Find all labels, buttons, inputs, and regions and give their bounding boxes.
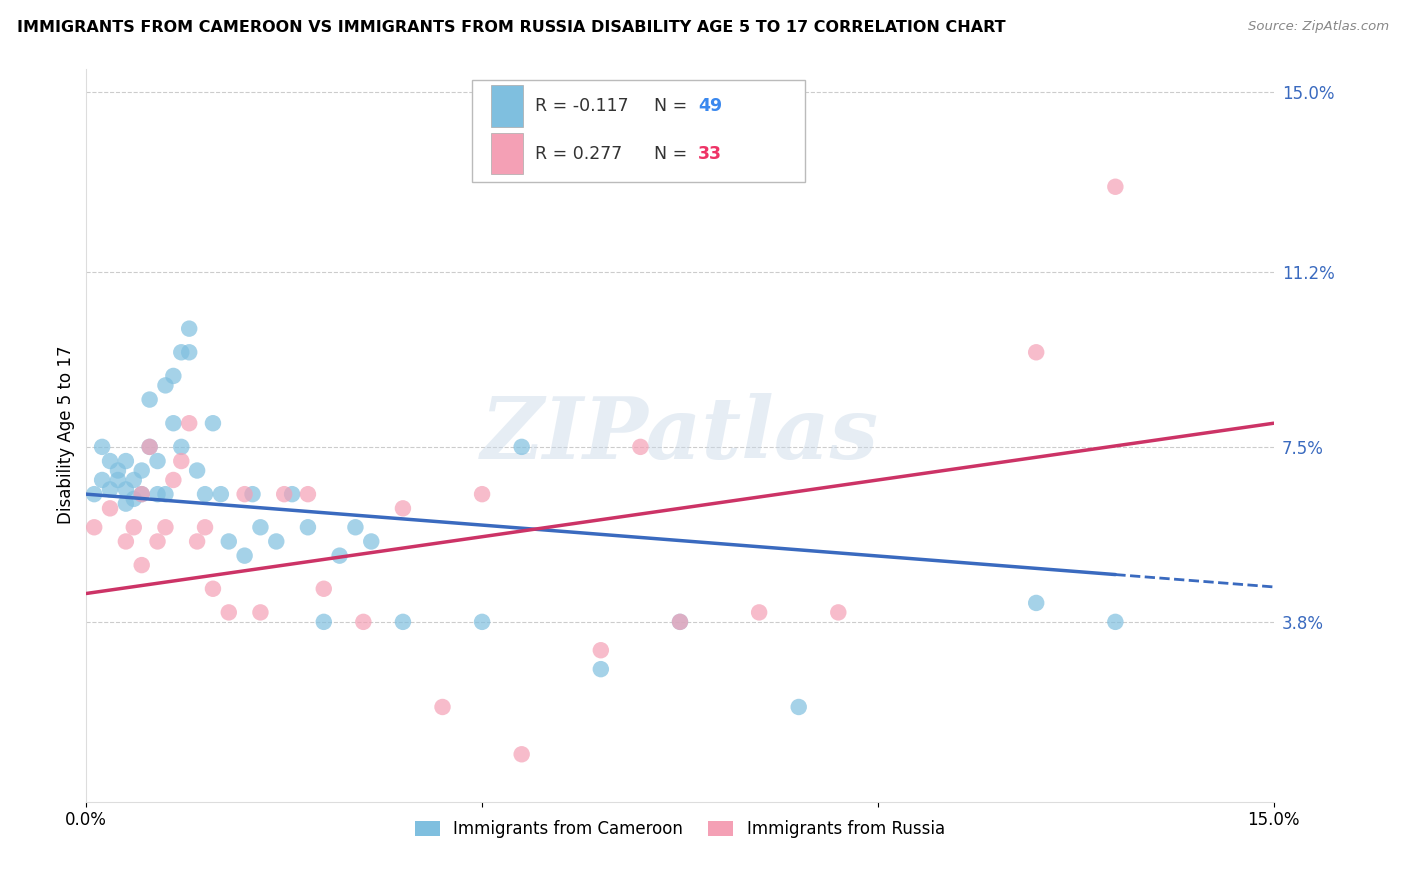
Point	[186, 534, 208, 549]
Point	[194, 487, 217, 501]
Point	[131, 487, 153, 501]
Point	[115, 454, 138, 468]
Y-axis label: Disability Age 5 to 17: Disability Age 5 to 17	[58, 346, 75, 524]
Point	[432, 700, 454, 714]
Point	[131, 463, 153, 477]
Point	[138, 392, 160, 407]
Point	[392, 501, 415, 516]
Point	[273, 487, 295, 501]
Point	[155, 487, 177, 501]
Point	[787, 700, 810, 714]
Point	[170, 345, 193, 359]
Point	[218, 606, 240, 620]
Legend: Immigrants from Cameroon, Immigrants from Russia: Immigrants from Cameroon, Immigrants fro…	[409, 814, 952, 845]
Point	[170, 440, 193, 454]
Point	[233, 487, 256, 501]
Point	[115, 483, 138, 497]
Text: 33: 33	[697, 145, 721, 163]
Point	[179, 345, 201, 359]
Point	[155, 378, 177, 392]
Point	[312, 615, 335, 629]
Text: N =: N =	[654, 97, 693, 115]
Point	[312, 582, 335, 596]
Point	[170, 454, 193, 468]
Point	[589, 662, 612, 676]
Point	[122, 491, 145, 506]
Text: R = -0.117: R = -0.117	[536, 97, 628, 115]
Point	[201, 416, 224, 430]
Point	[115, 534, 138, 549]
Point	[83, 520, 105, 534]
Point	[209, 487, 232, 501]
Point	[115, 497, 138, 511]
Text: 49: 49	[697, 97, 721, 115]
Point	[510, 747, 533, 762]
FancyBboxPatch shape	[491, 85, 523, 127]
Point	[392, 615, 415, 629]
Point	[186, 463, 208, 477]
Point	[242, 487, 264, 501]
Point	[107, 473, 129, 487]
Point	[131, 487, 153, 501]
Point	[233, 549, 256, 563]
Point	[669, 615, 692, 629]
Point	[146, 534, 169, 549]
Point	[297, 520, 319, 534]
Point	[669, 615, 692, 629]
Point	[249, 520, 271, 534]
Text: ZIPatlas: ZIPatlas	[481, 393, 879, 477]
Point	[1025, 345, 1047, 359]
Point	[264, 534, 287, 549]
Point	[162, 473, 184, 487]
FancyBboxPatch shape	[491, 133, 523, 174]
Point	[1025, 596, 1047, 610]
Point	[471, 487, 494, 501]
Text: N =: N =	[654, 145, 693, 163]
Point	[194, 520, 217, 534]
Point	[83, 487, 105, 501]
Point	[107, 463, 129, 477]
Point	[122, 520, 145, 534]
Point	[162, 368, 184, 383]
Point	[297, 487, 319, 501]
Point	[249, 606, 271, 620]
Point	[179, 416, 201, 430]
Point	[360, 534, 382, 549]
Point	[98, 501, 121, 516]
Point	[628, 440, 651, 454]
Point	[98, 483, 121, 497]
Point	[281, 487, 304, 501]
Point	[1104, 615, 1126, 629]
Point	[352, 615, 374, 629]
Point	[471, 615, 494, 629]
Point	[827, 606, 849, 620]
Point	[1104, 179, 1126, 194]
Point	[201, 582, 224, 596]
Point	[589, 643, 612, 657]
Text: IMMIGRANTS FROM CAMEROON VS IMMIGRANTS FROM RUSSIA DISABILITY AGE 5 TO 17 CORREL: IMMIGRANTS FROM CAMEROON VS IMMIGRANTS F…	[17, 20, 1005, 35]
Point	[344, 520, 367, 534]
Point	[218, 534, 240, 549]
Point	[122, 473, 145, 487]
Text: R = 0.277: R = 0.277	[536, 145, 623, 163]
Point	[146, 487, 169, 501]
Point	[91, 473, 114, 487]
Point	[138, 440, 160, 454]
Point	[131, 558, 153, 573]
Point	[179, 321, 201, 335]
Text: Source: ZipAtlas.com: Source: ZipAtlas.com	[1249, 20, 1389, 33]
Point	[155, 520, 177, 534]
Point	[146, 454, 169, 468]
Point	[91, 440, 114, 454]
Point	[748, 606, 770, 620]
Point	[138, 440, 160, 454]
Point	[510, 440, 533, 454]
Point	[329, 549, 352, 563]
Point	[98, 454, 121, 468]
Point	[162, 416, 184, 430]
FancyBboxPatch shape	[472, 79, 804, 182]
